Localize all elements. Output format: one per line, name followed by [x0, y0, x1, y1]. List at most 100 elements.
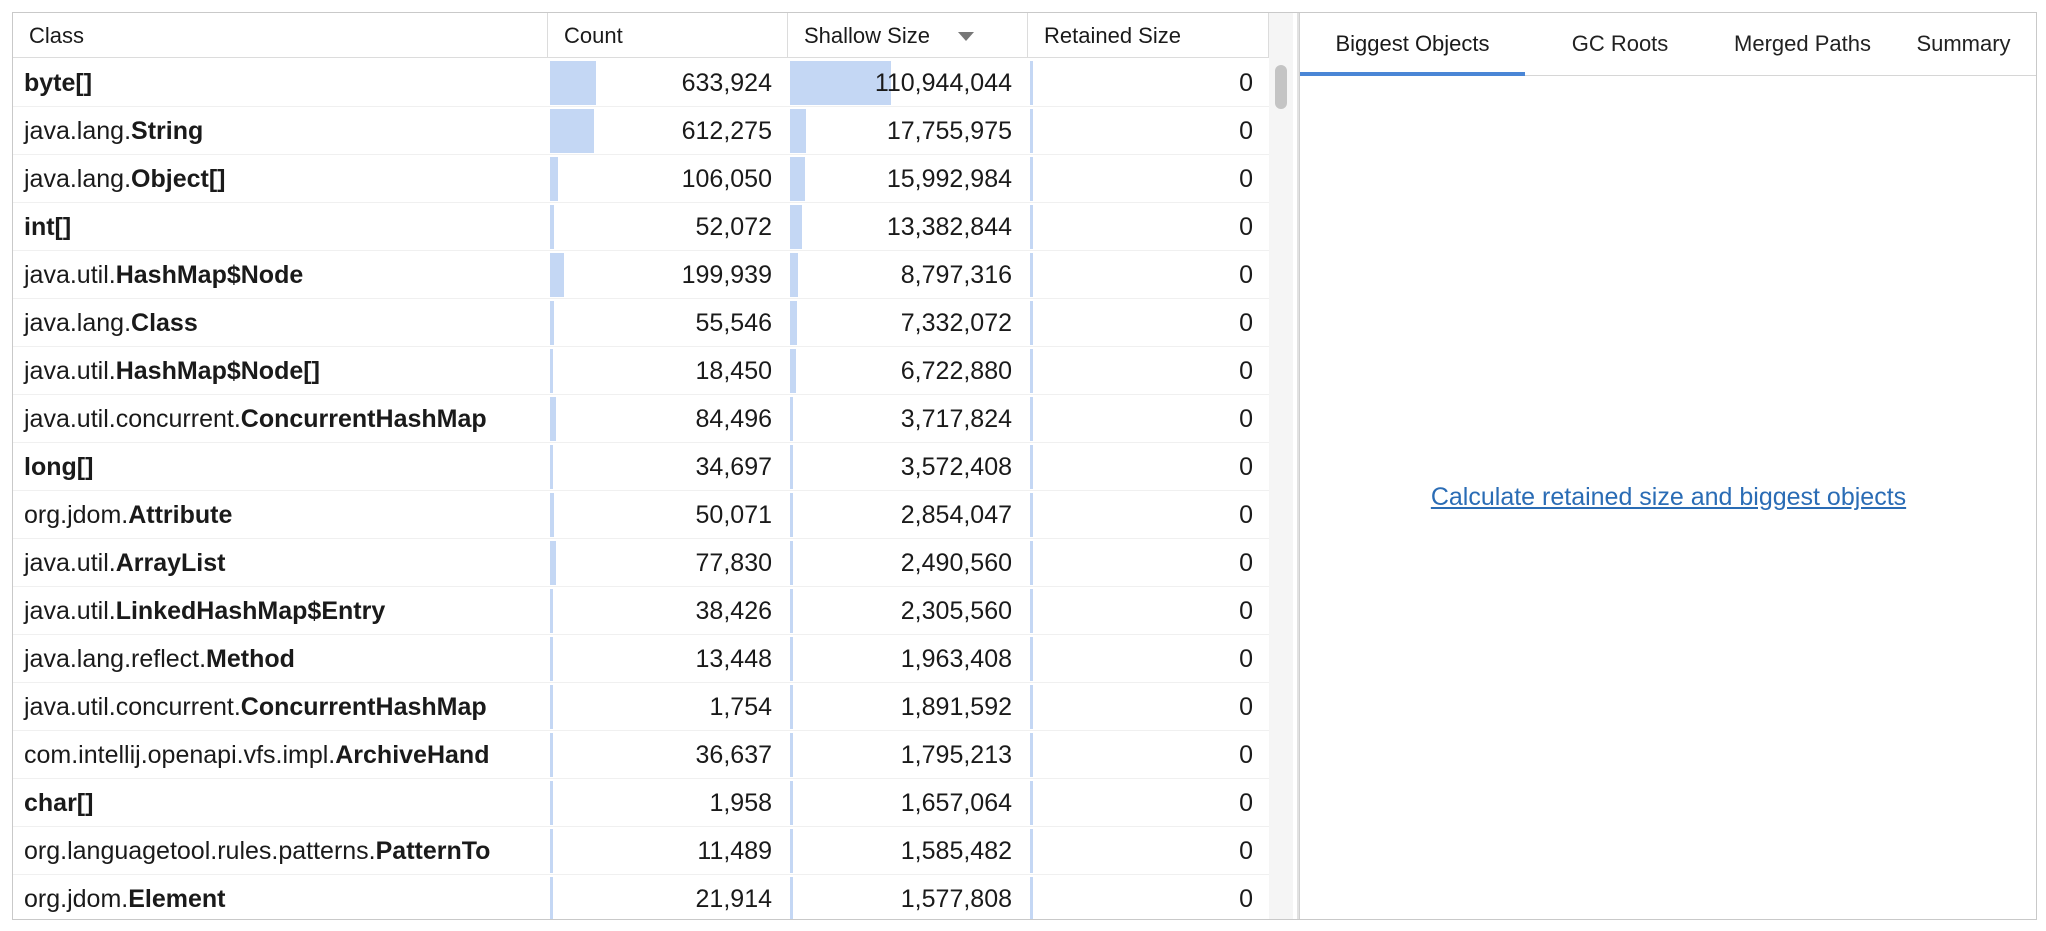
- count-bar: [550, 397, 557, 441]
- retained-cell: 0: [1239, 453, 1253, 481]
- table-row[interactable]: java.lang.Object[] 106,050 15,992,984 0: [13, 155, 1269, 203]
- class-cell: long[]: [13, 443, 548, 491]
- class-cell: java.util.HashMap$Node[]: [13, 347, 548, 395]
- count-bar: [550, 109, 595, 153]
- shallow-cell: 1,657,064: [900, 789, 1012, 817]
- retained-cell: 0: [1239, 213, 1253, 241]
- class-package: java.util.: [24, 597, 116, 625]
- table-row[interactable]: java.util.HashMap$Node 199,939 8,797,316 0: [13, 251, 1269, 299]
- table-row[interactable]: int[] 52,072 13,382,844 0: [13, 203, 1269, 251]
- shallow-cell: 1,891,592: [900, 693, 1012, 721]
- class-cell: java.lang.reflect.Method: [13, 635, 548, 683]
- table-row[interactable]: char[] 1,958 1,657,064 0: [13, 779, 1269, 827]
- tab[interactable]: Merged Paths: [1734, 31, 1871, 56]
- retained-cell: 0: [1239, 357, 1253, 385]
- shallow-bar: [790, 781, 793, 825]
- count-cell: 36,637: [695, 741, 772, 769]
- table-row[interactable]: java.lang.reflect.Method 13,448 1,963,408 0: [13, 635, 1269, 683]
- retained-cell: 0: [1239, 405, 1253, 433]
- retained-cell: 0: [1239, 597, 1253, 625]
- column-header[interactable]: Shallow Size: [788, 13, 1028, 58]
- table-row[interactable]: java.util.concurrent.ConcurrentHashMap 1,…: [13, 683, 1269, 731]
- table-row[interactable]: com.intellij.openapi.vfs.impl.ArchiveHan…: [13, 731, 1269, 779]
- class-name: ConcurrentHashMap: [240, 405, 487, 433]
- tab[interactable]: GC Roots: [1571, 31, 1669, 56]
- scrollbar[interactable]: [1269, 13, 1293, 919]
- table-row[interactable]: java.util.ArrayList 77,830 2,490,560 0: [13, 539, 1269, 587]
- count-cell: 106,050: [681, 165, 772, 193]
- class-name: LinkedHashMap$Entry: [115, 597, 386, 625]
- table-row[interactable]: long[] 34,697 3,572,408 0: [13, 443, 1269, 491]
- class-cell: org.languagetool.rules.patterns.PatternT…: [13, 827, 548, 875]
- table-row[interactable]: java.util.concurrent.ConcurrentHashMap 84…: [13, 395, 1269, 443]
- shallow-bar: [790, 109, 807, 153]
- window: Class Count Shallow Size Retained Size byte[…: [12, 12, 2037, 920]
- table-row[interactable]: org.jdom.Attribute 50,071 2,854,047 0: [13, 491, 1269, 539]
- class-name: ArrayList: [115, 549, 226, 577]
- shallow-cell: 6,722,880: [900, 357, 1012, 385]
- shallow-bar: [790, 541, 793, 585]
- class-name: Attribute: [128, 501, 233, 529]
- class-package: java.util.concurrent.: [24, 405, 241, 433]
- retained-cell: 0: [1239, 885, 1253, 913]
- retained-bar: [1030, 445, 1033, 489]
- table-row[interactable]: java.util.LinkedHashMap$Entry 38,426 2,305…: [13, 587, 1269, 635]
- table-row[interactable]: java.lang.Class 55,546 7,332,072 0: [13, 299, 1269, 347]
- retained-cell: 0: [1239, 789, 1253, 817]
- class-cell: int[]: [13, 203, 548, 251]
- retained-cell: 0: [1239, 693, 1253, 721]
- class-name: HashMap$Node[]: [115, 357, 320, 385]
- count-bar: [550, 541, 556, 585]
- class-name: String: [131, 117, 204, 145]
- table-row[interactable]: java.lang.String 612,275 17,755,975 0: [13, 107, 1269, 155]
- column-header[interactable]: Count: [548, 13, 788, 58]
- count-cell: 612,275: [681, 117, 772, 145]
- class-cell: java.lang.String: [13, 107, 548, 155]
- retained-bar: [1030, 157, 1033, 201]
- class-name: char[]: [24, 789, 94, 817]
- shallow-cell: 13,382,844: [886, 213, 1012, 241]
- table-row[interactable]: byte[] 633,924 110,944,044 0: [13, 59, 1269, 107]
- shallow-bar: [790, 445, 794, 489]
- tab[interactable]: Biggest Objects: [1335, 31, 1490, 56]
- shallow-cell: 1,963,408: [900, 645, 1012, 673]
- retained-bar: [1030, 253, 1033, 297]
- class-package: java.lang.: [24, 309, 132, 337]
- count-cell: 11,489: [697, 837, 772, 865]
- class-name: long[]: [24, 453, 94, 481]
- table-row[interactable]: org.languagetool.rules.patterns.PatternT…: [13, 827, 1269, 875]
- count-bar: [550, 637, 553, 681]
- class-name: Method: [206, 645, 295, 673]
- calculate-link[interactable]: Calculate retained size and biggest obje…: [1430, 483, 1907, 511]
- class-cell: java.util.LinkedHashMap$Entry: [13, 587, 548, 635]
- count-bar: [550, 157, 558, 201]
- class-cell: com.intellij.openapi.vfs.impl.ArchiveHan…: [13, 731, 548, 779]
- scroll-thumb[interactable]: [1275, 65, 1287, 109]
- splitter[interactable]: [1297, 13, 1299, 919]
- class-cell: java.util.concurrent.ConcurrentHashMap: [13, 683, 548, 731]
- table-row[interactable]: java.util.HashMap$Node[] 18,450 6,722,880 0: [13, 347, 1269, 395]
- count-bar: [550, 493, 554, 537]
- shallow-cell: 17,755,975: [886, 117, 1012, 145]
- class-package: java.lang.: [24, 165, 132, 193]
- count-bar: [550, 349, 553, 393]
- column-header[interactable]: Class: [13, 13, 548, 58]
- column-header[interactable]: Retained Size: [1028, 13, 1269, 58]
- class-package: java.lang.reflect.: [24, 645, 207, 673]
- tab[interactable]: Summary: [1916, 31, 2011, 56]
- shallow-cell: 1,585,482: [900, 837, 1012, 865]
- shallow-bar: [790, 349, 797, 393]
- shallow-cell: 8,797,316: [900, 261, 1012, 289]
- count-cell: 77,830: [695, 549, 772, 577]
- shallow-bar: [790, 61, 891, 105]
- retained-bar: [1030, 349, 1033, 393]
- retained-bar: [1030, 493, 1033, 537]
- count-cell: 34,697: [695, 453, 772, 481]
- shallow-bar: [790, 589, 793, 633]
- count-cell: 21,914: [695, 885, 772, 913]
- table-row[interactable]: org.jdom.Element 21,914 1,577,808 0: [13, 875, 1269, 919]
- count-cell: 84,496: [695, 405, 772, 433]
- count-cell: 13,448: [695, 645, 772, 673]
- shallow-bar: [790, 157, 805, 201]
